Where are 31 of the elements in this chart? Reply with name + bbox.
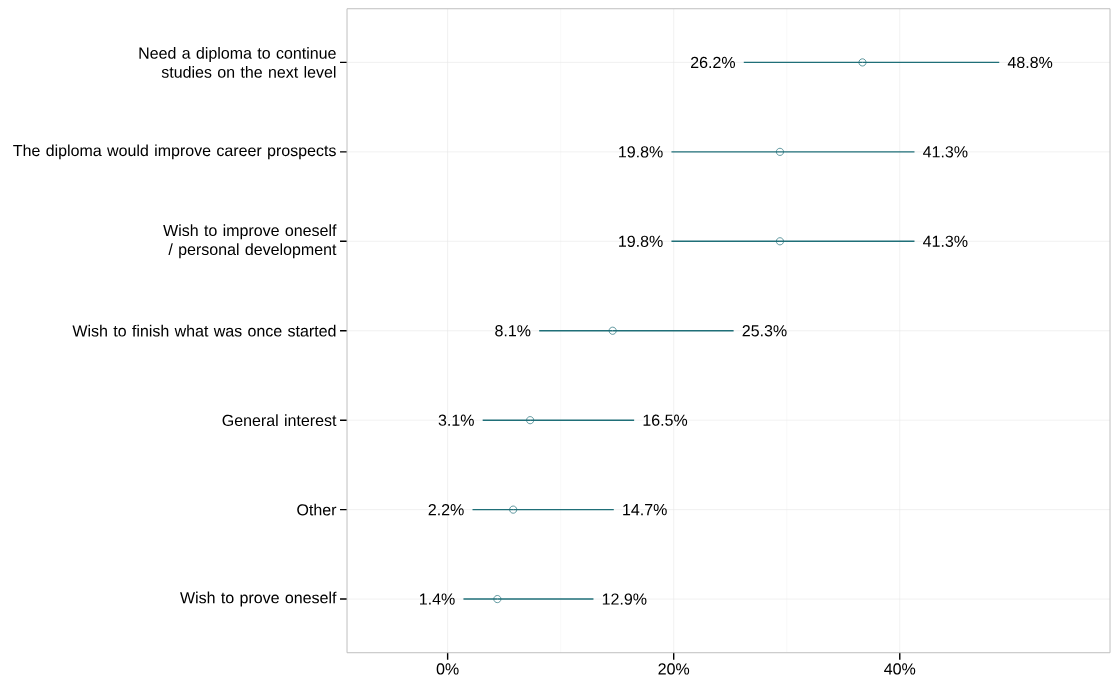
annotation: 25.3% [742, 325, 787, 337]
x-tick-label: 20% [658, 663, 690, 675]
point [526, 416, 535, 425]
annotation: 1.4% [420, 593, 455, 605]
y-tick-label: Wish to improve oneself / personal development [163, 224, 337, 259]
annotation: 19.8% [619, 146, 663, 158]
annotation: 26.2% [691, 56, 736, 69]
point [776, 237, 784, 246]
annotation: 41.3% [923, 235, 968, 247]
point [608, 326, 617, 335]
point [858, 58, 867, 67]
annotation: 12.9% [602, 593, 647, 605]
y-tick-label: General interest [222, 414, 337, 427]
y-tick-label: Other [297, 503, 337, 516]
annotation: 48.8% [1007, 56, 1053, 69]
annotation: 8.1% [495, 325, 531, 337]
y-tick-label: Wish to prove oneself [180, 591, 337, 607]
point [493, 595, 502, 604]
point [509, 505, 518, 514]
annotation: 41.3% [923, 146, 968, 158]
annotation: 16.5% [643, 414, 688, 426]
annotation: 3.1% [438, 414, 474, 426]
x-tick-label: 40% [884, 663, 916, 675]
y-tick-label: Need a diploma to continue studies on the next level [139, 47, 336, 78]
annotation: 2.2% [428, 504, 464, 516]
x-tick-label: 0% [436, 663, 459, 675]
point [776, 147, 784, 156]
annotation: 14.7% [623, 504, 667, 516]
y-tick-label: The diploma would improve career prospects [13, 144, 336, 160]
y-tick-label: Wish to finish what was once started [72, 324, 336, 337]
annotation: 19.8% [619, 235, 663, 247]
